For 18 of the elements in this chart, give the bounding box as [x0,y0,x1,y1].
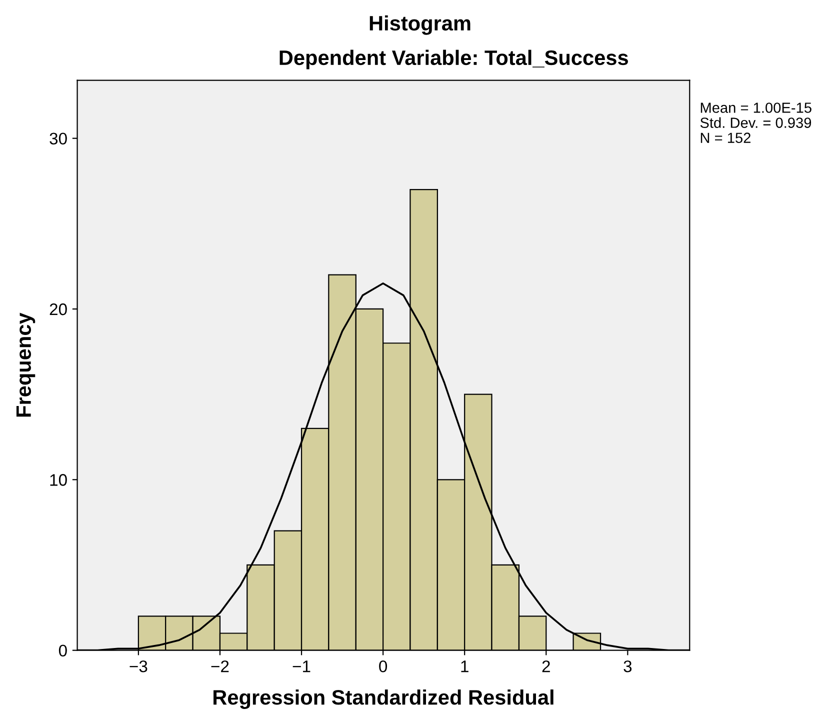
x-axis-title: Regression Standardized Residual [214,689,554,709]
x-tick-label: 3 [624,660,632,672]
x-tick-label: −1 [292,660,310,672]
y-axis-title: Frequency [16,312,36,417]
y-tick-label: 0 [58,644,67,657]
x-tick-label: 2 [542,660,550,672]
text: N = 152 [700,132,750,144]
y-tick-label: 20 [50,303,67,316]
x-tick-label: 0 [379,660,388,672]
chart-subtitle: Dependent Variable: Total_Success [280,50,628,70]
x-tick-label: 1 [461,660,468,672]
x-tick-label: −3 [130,660,148,672]
x-tick-label: −2 [211,660,229,672]
text: Std. Dev. = 0.939 [700,117,812,128]
chart-title: Histogram [370,15,470,35]
y-tick-label: 10 [50,474,67,486]
y-tick-label: 30 [50,132,67,145]
text: Mean = 1.00E-15 [700,102,812,113]
